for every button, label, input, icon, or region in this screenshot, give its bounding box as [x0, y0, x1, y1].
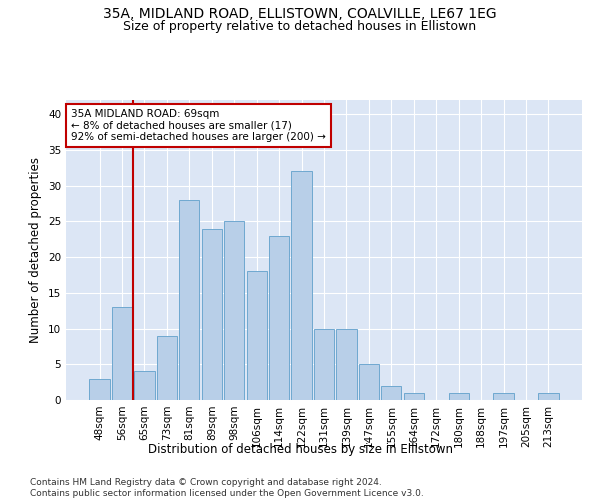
Bar [538, 393, 559, 400]
Bar [134, 372, 155, 400]
Bar [202, 228, 222, 400]
Text: Contains HM Land Registry data © Crown copyright and database right 2024.
Contai: Contains HM Land Registry data © Crown c… [30, 478, 424, 498]
Bar [292, 172, 311, 400]
Bar [112, 307, 132, 400]
Bar [224, 222, 244, 400]
Text: 35A MIDLAND ROAD: 69sqm
← 8% of detached houses are smaller (17)
92% of semi-det: 35A MIDLAND ROAD: 69sqm ← 8% of detached… [71, 109, 326, 142]
Bar [493, 393, 514, 400]
Bar [269, 236, 289, 400]
Text: Distribution of detached houses by size in Ellistown: Distribution of detached houses by size … [148, 442, 452, 456]
Bar [359, 364, 379, 400]
Text: Size of property relative to detached houses in Ellistown: Size of property relative to detached ho… [124, 20, 476, 33]
Text: 35A, MIDLAND ROAD, ELLISTOWN, COALVILLE, LE67 1EG: 35A, MIDLAND ROAD, ELLISTOWN, COALVILLE,… [103, 8, 497, 22]
Bar [179, 200, 199, 400]
Bar [381, 386, 401, 400]
Bar [247, 272, 267, 400]
Y-axis label: Number of detached properties: Number of detached properties [29, 157, 43, 343]
Bar [404, 393, 424, 400]
Bar [89, 378, 110, 400]
Bar [337, 328, 356, 400]
Bar [157, 336, 177, 400]
Bar [449, 393, 469, 400]
Bar [314, 328, 334, 400]
